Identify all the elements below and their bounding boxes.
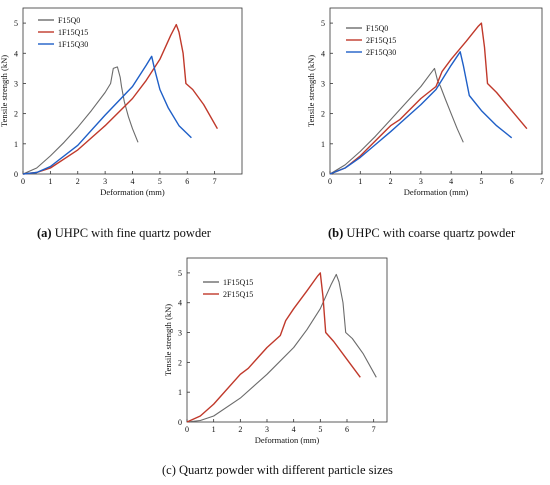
y-tick-label: 3 (321, 79, 325, 88)
series-line-2F15Q30 (329, 51, 513, 175)
legend-label: 1F15Q30 (58, 40, 88, 49)
caption-b: (b) UHPC with coarse quartz powder (328, 226, 516, 240)
x-tick-label: 0 (21, 177, 25, 186)
x-tick-label: 0 (328, 177, 332, 186)
x-tick-label: 7 (213, 177, 217, 186)
x-tick-label: 3 (265, 425, 269, 434)
y-tick-label: 0 (178, 418, 182, 427)
x-axis-label: Deformation (mm) (404, 187, 469, 197)
x-tick-label: 4 (292, 425, 296, 434)
x-tick-label: 2 (238, 425, 242, 434)
y-tick-label: 1 (321, 140, 325, 149)
y-axis-label: Tensile strength (kN) (306, 55, 316, 127)
series-line-1F15Q30 (22, 55, 192, 175)
plot-frame (329, 7, 543, 175)
y-axis-label: Tensile strength (kN) (163, 304, 173, 376)
x-tick-label: 3 (419, 177, 423, 186)
y-tick-label: 0 (14, 170, 18, 179)
y-tick-label: 2 (178, 358, 182, 367)
legend-label: 2F15Q15 (223, 290, 253, 299)
x-tick-label: 5 (479, 177, 483, 186)
legend-label: 2F15Q15 (366, 36, 396, 45)
x-tick-label: 5 (318, 425, 322, 434)
series-line-F15Q0 (22, 66, 139, 175)
caption-a: (a) UHPC with fine quartz powder (37, 226, 211, 240)
plot-frame (186, 257, 388, 423)
y-tick-label: 4 (178, 299, 182, 308)
x-tick-label: 7 (372, 425, 376, 434)
series-line-F15Q0 (329, 67, 464, 175)
x-axis-label: Deformation (mm) (100, 187, 165, 197)
x-tick-label: 6 (185, 177, 189, 186)
series-line-1F15Q15 (22, 23, 219, 175)
y-tick-label: 0 (321, 170, 325, 179)
series-line-1F15Q15 (186, 273, 377, 423)
y-tick-label: 4 (321, 49, 325, 58)
x-tick-label: 2 (76, 177, 80, 186)
x-tick-label: 6 (345, 425, 349, 434)
x-tick-label: 2 (389, 177, 393, 186)
y-tick-label: 5 (321, 19, 325, 28)
caption-c: (c) Quartz powder with different particl… (162, 463, 393, 477)
legend-label: 1F15Q15 (223, 278, 253, 287)
x-tick-label: 6 (510, 177, 514, 186)
y-axis-label: Tensile strength (kN) (0, 55, 9, 127)
x-tick-label: 0 (185, 425, 189, 434)
y-tick-label: 2 (321, 110, 325, 119)
x-tick-label: 7 (540, 177, 544, 186)
y-tick-label: 1 (14, 140, 18, 149)
y-tick-label: 5 (14, 19, 18, 28)
x-tick-label: 4 (131, 177, 135, 186)
series-line-2F15Q15 (329, 22, 528, 175)
y-tick-label: 3 (14, 79, 18, 88)
x-tick-label: 1 (212, 425, 216, 434)
x-tick-label: 5 (158, 177, 162, 186)
legend-label: 2F15Q30 (366, 48, 396, 57)
plot-frame (22, 7, 243, 175)
x-tick-label: 1 (48, 177, 52, 186)
y-tick-label: 2 (14, 110, 18, 119)
legend-label: F15Q0 (58, 16, 80, 25)
y-tick-label: 3 (178, 329, 182, 338)
series-line-2F15Q15 (186, 272, 361, 423)
x-tick-label: 4 (449, 177, 453, 186)
chart-panel-b: 0 1 2 3 4 5 6 7 0 1 2 3 4 5 Deformation (mm) Tensile st… (306, 7, 544, 197)
x-tick-label: 3 (103, 177, 107, 186)
y-tick-label: 1 (178, 388, 182, 397)
legend-label: F15Q0 (366, 24, 388, 33)
y-tick-label: 4 (14, 49, 18, 58)
x-axis-label: Deformation (mm) (255, 435, 320, 445)
legend-label: 1F15Q15 (58, 28, 88, 37)
x-tick-label: 1 (358, 177, 362, 186)
y-tick-label: 5 (178, 269, 182, 278)
